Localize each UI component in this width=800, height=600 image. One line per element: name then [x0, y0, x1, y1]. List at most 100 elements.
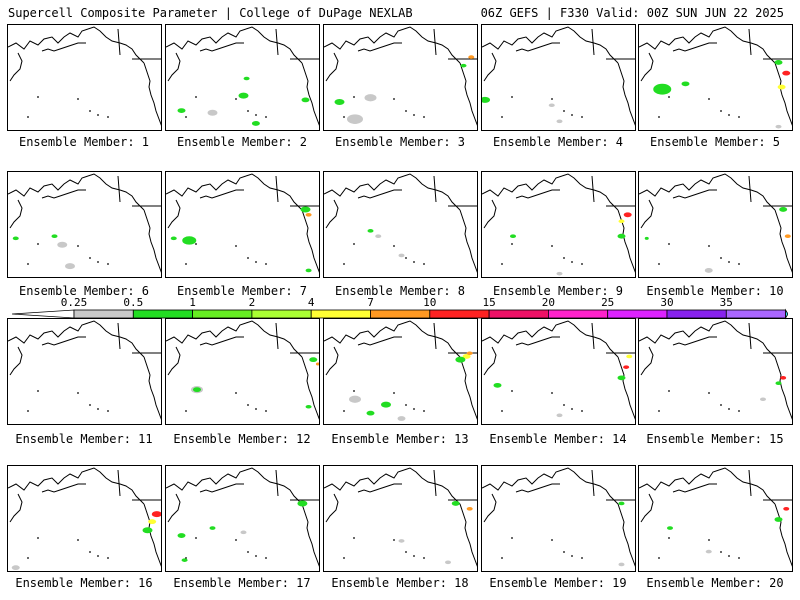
island: [668, 243, 670, 245]
coastline: [199, 336, 244, 346]
parameter-contour: [347, 114, 363, 124]
parameter-contour: [556, 119, 563, 124]
parameter-contour: [548, 103, 555, 108]
coastline: [672, 336, 717, 346]
member-caption: Ensemble Member: 15: [646, 432, 784, 446]
colorbar-tick-label: 0.5: [123, 296, 144, 309]
coastline: [639, 28, 720, 50]
island: [353, 243, 355, 245]
parameter-contour: [704, 268, 713, 273]
parameter-contour: [462, 354, 471, 359]
parameter-contour: [349, 395, 361, 403]
member-map-16: [7, 465, 162, 572]
coastline: [199, 42, 244, 52]
island: [720, 404, 722, 406]
island: [423, 263, 425, 265]
island: [501, 116, 503, 118]
coastline: [591, 469, 595, 497]
member-caption: Ensemble Member: 20: [646, 576, 784, 590]
coastline: [199, 483, 244, 493]
island: [89, 110, 91, 112]
member-map-17: [165, 465, 320, 572]
colorbar-tick-label: 7: [367, 296, 374, 309]
map-svg: [166, 173, 319, 273]
island: [107, 116, 109, 118]
coastline: [672, 189, 717, 199]
member-map-10: [638, 171, 793, 278]
parameter-contour: [301, 97, 310, 103]
island: [97, 261, 99, 263]
member-map-11: [7, 318, 162, 425]
island: [393, 539, 395, 541]
parameter-contour: [482, 96, 491, 103]
coastline: [324, 469, 405, 491]
map-svg: [482, 26, 635, 126]
island: [708, 392, 710, 394]
island: [353, 537, 355, 539]
coastline: [41, 483, 86, 493]
colorbar-segment: [607, 309, 668, 319]
coastline: [245, 320, 303, 358]
map-svg: [324, 467, 477, 567]
parameter-contour: [783, 507, 790, 511]
map-svg: [639, 26, 792, 129]
coastline: [245, 26, 303, 64]
island: [413, 555, 415, 557]
coastline: [324, 175, 405, 197]
coastline: [774, 62, 792, 126]
parameter-contour: [644, 236, 649, 240]
coastline: [718, 26, 776, 64]
coastline: [357, 189, 402, 199]
parameter-contour: [445, 560, 451, 565]
parameter-contour: [177, 108, 186, 113]
parameter-contour: [777, 84, 786, 90]
parameter-contour: [207, 109, 218, 116]
parameter-contour: [151, 511, 161, 518]
colorbar-tick-label: 1: [189, 296, 196, 309]
parameter-contour: [305, 268, 312, 273]
coastline: [482, 469, 563, 491]
parameter-contour: [784, 234, 791, 238]
island: [185, 263, 187, 265]
parameter-contour: [774, 60, 783, 65]
island: [89, 551, 91, 553]
island: [405, 551, 407, 553]
island: [343, 410, 345, 412]
island: [563, 257, 565, 259]
member-caption: Ensemble Member: 11: [15, 432, 153, 446]
coastline: [87, 26, 145, 64]
island: [265, 116, 267, 118]
island: [501, 263, 503, 265]
colorbar-segment: [548, 309, 609, 319]
parameter-contour: [556, 271, 563, 276]
parameter-contour: [780, 376, 787, 380]
island: [413, 408, 415, 410]
map-svg: [482, 467, 635, 567]
island: [423, 557, 425, 559]
coastline: [167, 199, 181, 229]
island: [658, 557, 660, 559]
island: [738, 263, 740, 265]
island: [353, 390, 355, 392]
parameter-contour: [510, 234, 516, 238]
parameter-contour: [309, 357, 318, 363]
colorbar-segment: [73, 309, 134, 319]
colorbar-segment: [192, 309, 253, 319]
island: [720, 110, 722, 112]
parameter-contour: [397, 416, 406, 421]
coastline: [433, 175, 437, 203]
island: [343, 263, 345, 265]
coastline: [718, 173, 776, 211]
island: [571, 408, 573, 410]
island: [185, 116, 187, 118]
member-caption: Ensemble Member: 19: [489, 576, 627, 590]
parameter-contour: [11, 565, 20, 571]
parameter-contour: [667, 526, 673, 530]
parameter-contour: [705, 549, 712, 554]
coastline: [325, 199, 339, 229]
coastline: [143, 209, 161, 273]
map-svg: [8, 320, 161, 420]
island: [405, 110, 407, 112]
island: [255, 261, 257, 263]
